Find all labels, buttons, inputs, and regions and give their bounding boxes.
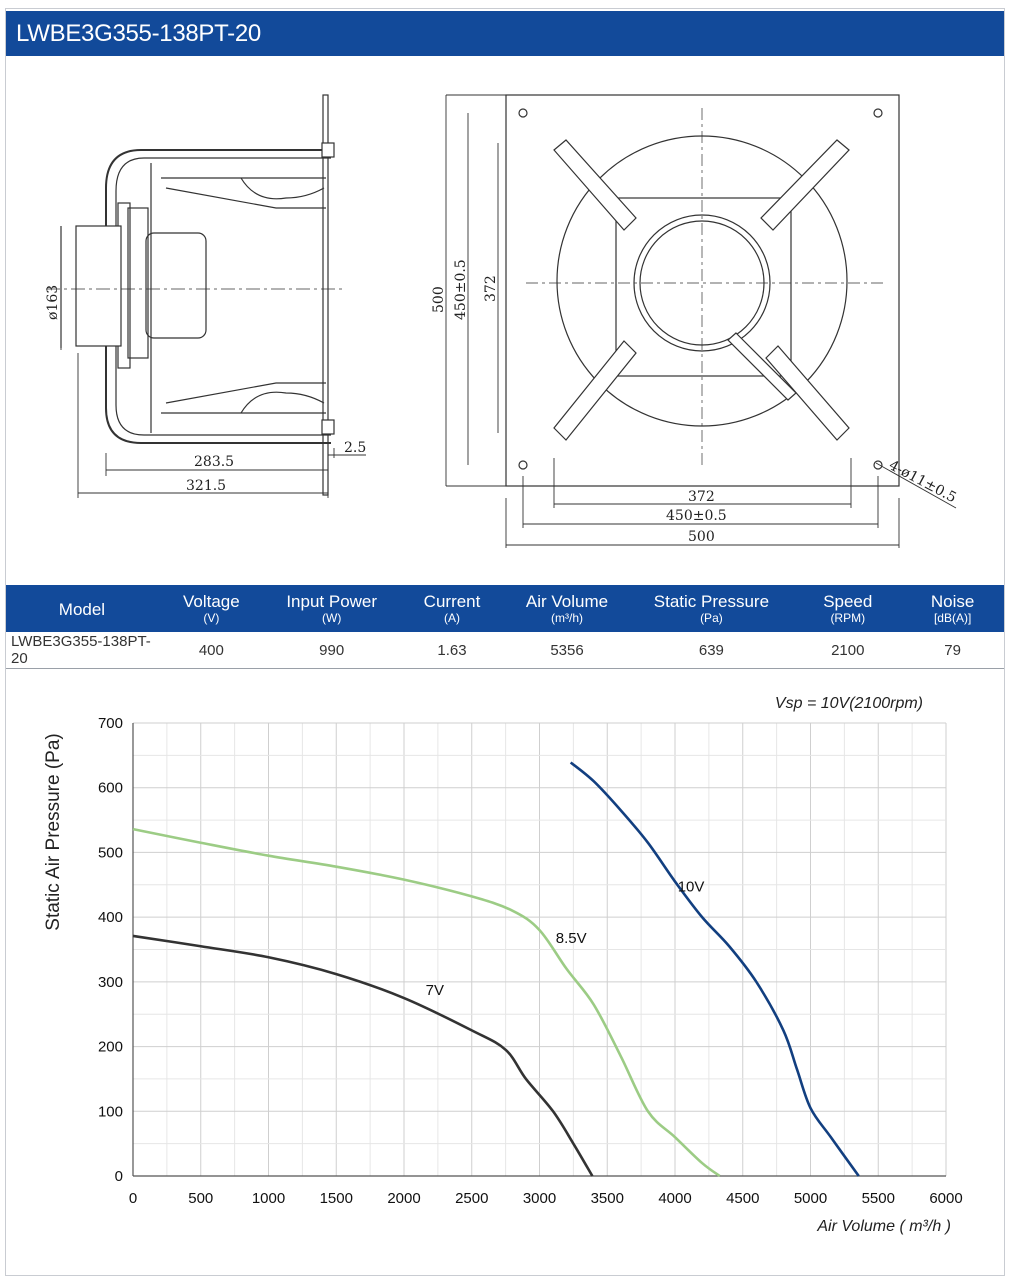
x-tick-label: 3000 bbox=[523, 1190, 556, 1207]
x-tick-label: 4000 bbox=[658, 1190, 691, 1207]
cell-noise: 79 bbox=[901, 632, 1004, 669]
series-label-8.5V: 8.5V bbox=[556, 930, 587, 947]
cell-static-pressure: 639 bbox=[628, 632, 795, 669]
page-title: LWBE3G355-138PT-20 bbox=[16, 20, 261, 47]
dim-v372: 372 bbox=[483, 275, 499, 302]
x-tick-label: 4500 bbox=[726, 1190, 759, 1207]
dim-2-5: 2.5 bbox=[344, 440, 366, 456]
series-line-8.5V bbox=[132, 827, 721, 1178]
cell-air-volume: 5356 bbox=[505, 632, 629, 669]
side-view bbox=[46, 94, 366, 498]
col-static-pressure: Static Pressure (Pa) bbox=[653, 592, 770, 626]
spec-table: Model Voltage (V) Input Power (W) Current(… bbox=[6, 585, 1004, 669]
cell-input-power: 990 bbox=[264, 632, 399, 669]
x-axis-label: Air Volume ( m³/h ) bbox=[816, 1218, 951, 1235]
x-tick-label: 500 bbox=[188, 1190, 213, 1207]
series-line-10V bbox=[569, 761, 860, 1177]
cell-voltage: 400 bbox=[157, 632, 265, 669]
y-axis-label: Static Air Pressure (Pa) bbox=[43, 733, 64, 930]
chart-labels: 10V 8.5V 7V bbox=[426, 878, 705, 999]
dim-283: 283.5 bbox=[194, 454, 234, 470]
y-tick-label: 700 bbox=[98, 715, 123, 732]
cell-current: 1.63 bbox=[398, 632, 506, 669]
col-voltage: Voltage (V) bbox=[183, 592, 240, 626]
x-tick-label: 6000 bbox=[929, 1190, 962, 1207]
dim-d163: ø163 bbox=[45, 285, 61, 320]
y-tick-label: 100 bbox=[98, 1103, 123, 1120]
col-model: Model bbox=[58, 599, 106, 619]
y-tick-label: 0 bbox=[115, 1168, 123, 1185]
dim-h450: 450±0.5 bbox=[666, 508, 727, 524]
front-view bbox=[445, 94, 957, 548]
spec-header-row: Model Voltage (V) Input Power (W) Current(… bbox=[6, 585, 1004, 632]
page-frame bbox=[5, 8, 1005, 1276]
x-tick-label: 1000 bbox=[252, 1190, 285, 1207]
cell-speed: 2100 bbox=[794, 632, 902, 669]
technical-drawing: ø163 283.5 321.5 2.5 500 450±0.5 372 372… bbox=[45, 94, 959, 548]
series-line-7V bbox=[132, 934, 594, 1177]
x-tick-label: 5500 bbox=[862, 1190, 895, 1207]
title-bar: LWBE3G355-138PT-20 bbox=[6, 11, 1004, 56]
y-tick-label: 500 bbox=[98, 844, 123, 861]
dim-v500: 500 bbox=[431, 286, 447, 313]
chart-series bbox=[132, 761, 860, 1178]
x-tick-label: 2000 bbox=[387, 1190, 420, 1207]
dim-v450: 450±0.5 bbox=[453, 259, 469, 320]
x-tick-label: 1500 bbox=[320, 1190, 353, 1207]
col-speed: Speed (RPM) bbox=[823, 592, 873, 626]
table-row: LWBE3G355-138PT-20 400 990 1.63 5356 639… bbox=[6, 632, 1004, 669]
x-tick-label: 3500 bbox=[591, 1190, 624, 1207]
x-tick-label: 2500 bbox=[455, 1190, 488, 1207]
y-tick-label: 300 bbox=[98, 974, 123, 991]
y-tick-label: 400 bbox=[98, 909, 123, 926]
x-tick-label: 5000 bbox=[794, 1190, 827, 1207]
dim-h500: 500 bbox=[688, 529, 715, 545]
chart-ticks: 0 500 1000 1500 2000 2500 3000 3500 4000 4500 5000… bbox=[98, 715, 963, 1207]
col-air-volume: Air Volume (m³/h) bbox=[525, 592, 609, 626]
y-tick-label: 200 bbox=[98, 1039, 123, 1056]
dim-h372: 372 bbox=[688, 489, 715, 505]
y-tick-label: 600 bbox=[98, 780, 123, 797]
series-label-10V: 10V bbox=[678, 878, 705, 895]
cell-model: LWBE3G355-138PT-20 bbox=[6, 632, 158, 669]
series-label-7V: 7V bbox=[426, 982, 444, 999]
chart-grid bbox=[132, 722, 947, 1177]
col-noise: Noise [dB(A)] bbox=[930, 592, 975, 626]
col-current: Current (A) bbox=[423, 592, 481, 626]
performance-chart: 0 500 1000 1500 2000 2500 3000 3500 4000 4500 5000… bbox=[43, 695, 963, 1235]
chart-annotation: Vsp = 10V(2100rpm) bbox=[775, 695, 923, 712]
x-tick-label: 0 bbox=[129, 1190, 137, 1207]
col-input-power: Input Power (W) bbox=[286, 592, 378, 626]
dim-321: 321.5 bbox=[186, 478, 226, 494]
